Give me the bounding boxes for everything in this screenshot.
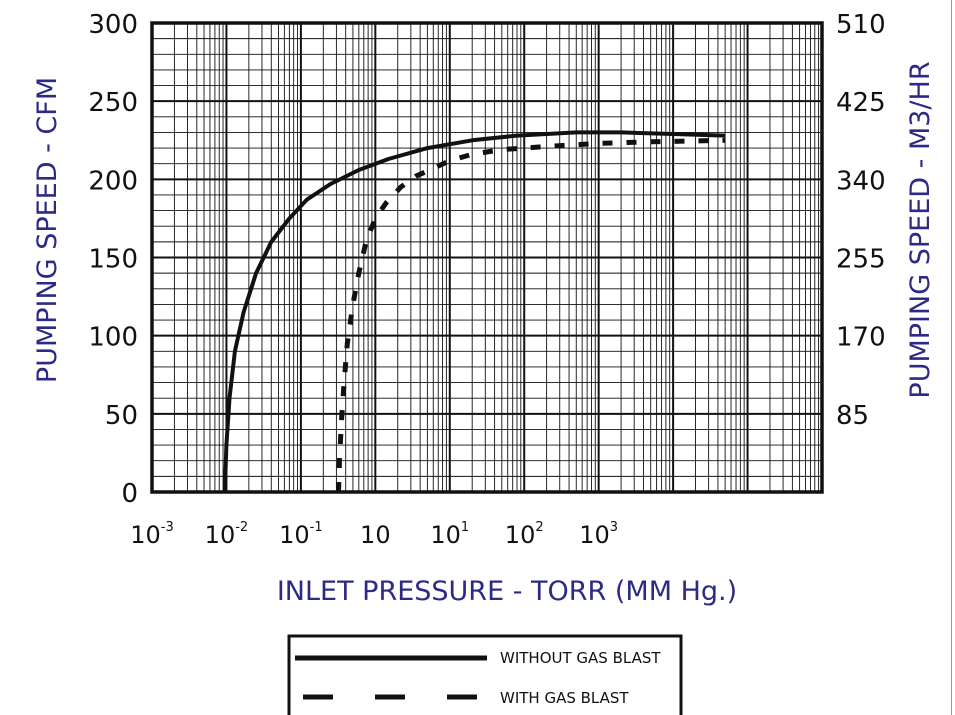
y-tick-label: 250 xyxy=(88,88,138,118)
x-tick-label: 102 xyxy=(505,520,544,549)
x-tick-label: 101 xyxy=(430,520,469,549)
y2-tick-label: 510 xyxy=(836,10,886,40)
y2-axis-ticks: 85 170 255 340 425 510 xyxy=(836,10,886,431)
y2-tick-label: 425 xyxy=(836,88,886,118)
y2-tick-label: 255 xyxy=(836,245,886,275)
y-tick-label: 100 xyxy=(88,323,138,353)
x-tick-label: 103 xyxy=(579,520,618,549)
y2-tick-label: 85 xyxy=(836,401,869,431)
y-axis-title: PUMPING SPEED - CFM xyxy=(32,77,63,383)
series-line-with-gas-blast xyxy=(336,137,726,493)
x-tick-label: 10-2 xyxy=(205,520,249,549)
y-tick-label: 200 xyxy=(88,166,138,196)
y-tick-label: 0 xyxy=(121,479,138,509)
y2-tick-label: 340 xyxy=(836,166,886,196)
y2-tick-label: 170 xyxy=(836,323,886,353)
x-tick-label: 10-3 xyxy=(130,520,174,549)
legend: WITHOUT GAS BLAST WITH GAS BLAST xyxy=(287,634,683,715)
x-axis-ticks: 10-3 10-2 10-1 10 101 102 103 xyxy=(130,520,618,549)
x-tick-label: 10 xyxy=(360,521,391,549)
legend-label-solid: WITHOUT GAS BLAST xyxy=(500,649,661,667)
chart-grid xyxy=(150,21,824,494)
chart-series xyxy=(222,130,726,493)
legend-box xyxy=(287,634,683,715)
y2-axis-title: PUMPING SPEED - M3/HR xyxy=(905,61,936,398)
page-border xyxy=(951,0,952,715)
legend-label-dashed: WITH GAS BLAST xyxy=(500,689,629,707)
x-tick-label: 10-1 xyxy=(279,520,323,549)
y-tick-label: 300 xyxy=(88,10,138,40)
y-axis-ticks: 0 50 100 150 200 250 300 xyxy=(88,10,138,509)
y-tick-label: 50 xyxy=(105,401,138,431)
y-tick-label: 150 xyxy=(88,245,138,275)
x-axis-title: INLET PRESSURE - TORR (MM Hg.) xyxy=(277,576,737,607)
plot-frame xyxy=(150,21,824,494)
series-line-without-gas-blast xyxy=(222,130,726,493)
